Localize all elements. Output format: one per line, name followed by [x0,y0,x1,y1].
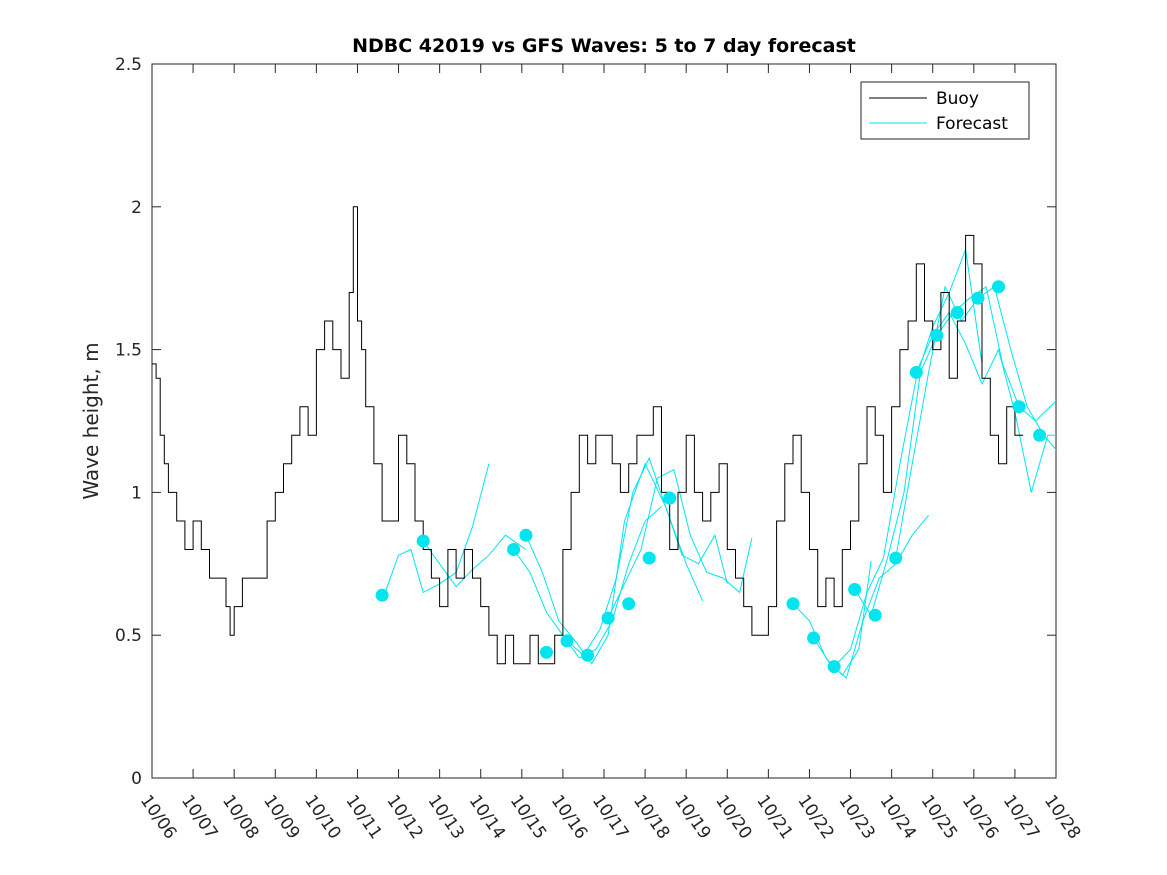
forecast-point [889,551,903,565]
legend-label-buoy: Buoy [936,89,979,109]
y-tick-label: 0 [131,769,142,789]
forecast-line [833,247,983,667]
forecast-point [507,543,521,557]
forecast-point [581,648,595,662]
forecast-line [381,463,490,602]
forecast-point [807,631,821,645]
forecast-point [930,328,944,342]
forecast-point [1033,428,1047,442]
legend-label-forecast: Forecast [936,114,1008,134]
forecast-point [909,365,923,379]
forecast-point [868,608,882,622]
forecast-point [642,551,656,565]
y-tick-label: 2.5 [115,55,142,75]
forecast-point [786,597,800,611]
forecast-point [539,645,553,659]
forecast-point [971,291,985,305]
forecast-point [375,588,389,602]
forecast-point [950,305,964,319]
forecast-point [991,280,1005,294]
plot-area [151,63,1057,779]
y-axis-label: Wave height, m [79,342,103,499]
forecast-line [422,534,527,588]
forecast-point [827,660,841,674]
forecast-point [416,534,430,548]
forecast-line [566,456,728,656]
forecast-point [848,583,862,597]
forecast-point [560,634,574,648]
y-tick-label: 1.5 [115,341,142,361]
forecast-point [663,491,677,505]
legend-box [860,81,1030,140]
chart-title: NDBC 42019 vs GFS Waves: 5 to 7 day fore… [352,35,856,57]
forecast-point [622,597,636,611]
forecast-line [607,468,753,619]
buoy-line [152,206,1024,665]
series-layer [152,206,1057,679]
y-tick-label: 0.5 [115,626,142,646]
legend: Buoy Forecast [860,81,1030,140]
forecast-point [601,611,615,625]
forecast-point [519,528,533,542]
y-tick-label: 1 [131,483,142,503]
forecast-point [1012,400,1026,414]
y-tick-label: 2 [131,198,142,218]
